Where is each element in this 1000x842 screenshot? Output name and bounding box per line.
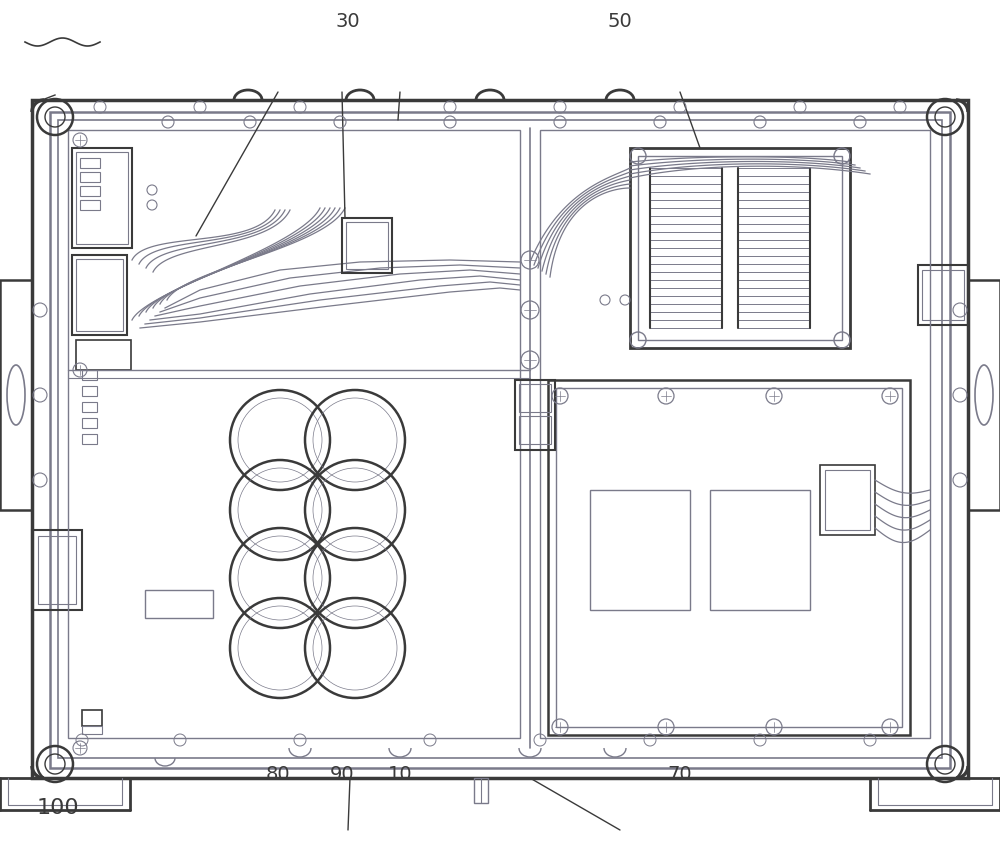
Bar	[82, 418, 97, 428]
Text: 100: 100	[37, 798, 79, 818]
Bar	[548, 380, 910, 735]
Bar	[72, 255, 127, 335]
Bar	[474, 778, 488, 803]
Bar	[145, 590, 213, 618]
Bar	[0, 280, 32, 510]
Bar	[638, 156, 842, 340]
Bar	[82, 386, 97, 396]
Bar	[80, 158, 100, 168]
Bar	[80, 172, 100, 182]
Bar	[82, 726, 102, 734]
Bar	[820, 465, 875, 535]
Bar	[58, 120, 942, 758]
Bar	[710, 490, 810, 610]
Bar	[515, 380, 555, 450]
Bar	[82, 402, 97, 412]
Text: 90: 90	[330, 765, 354, 784]
Bar	[922, 270, 964, 320]
Bar	[76, 152, 128, 244]
Text: 10: 10	[388, 765, 412, 784]
Text: 70: 70	[668, 765, 692, 784]
Bar	[38, 536, 76, 604]
Bar	[590, 490, 690, 610]
Bar	[968, 280, 1000, 510]
Bar	[82, 370, 97, 380]
Bar	[918, 265, 968, 325]
Text: 30: 30	[336, 12, 360, 30]
Bar	[80, 200, 100, 210]
Bar	[556, 388, 902, 727]
Bar	[72, 148, 132, 248]
Bar	[50, 112, 950, 768]
Bar	[540, 130, 930, 738]
Bar	[342, 218, 392, 273]
Bar	[76, 340, 131, 370]
Bar	[519, 384, 551, 412]
Bar	[630, 148, 850, 348]
Bar	[80, 186, 100, 196]
Text: 50: 50	[608, 12, 632, 30]
Bar	[519, 416, 551, 444]
Bar	[82, 434, 97, 444]
Bar	[32, 530, 82, 610]
Bar	[346, 222, 388, 269]
Bar	[68, 130, 520, 738]
Bar	[82, 710, 102, 726]
Bar	[76, 259, 123, 331]
Bar	[825, 470, 870, 530]
Text: 80: 80	[266, 765, 290, 784]
Bar	[32, 100, 968, 778]
